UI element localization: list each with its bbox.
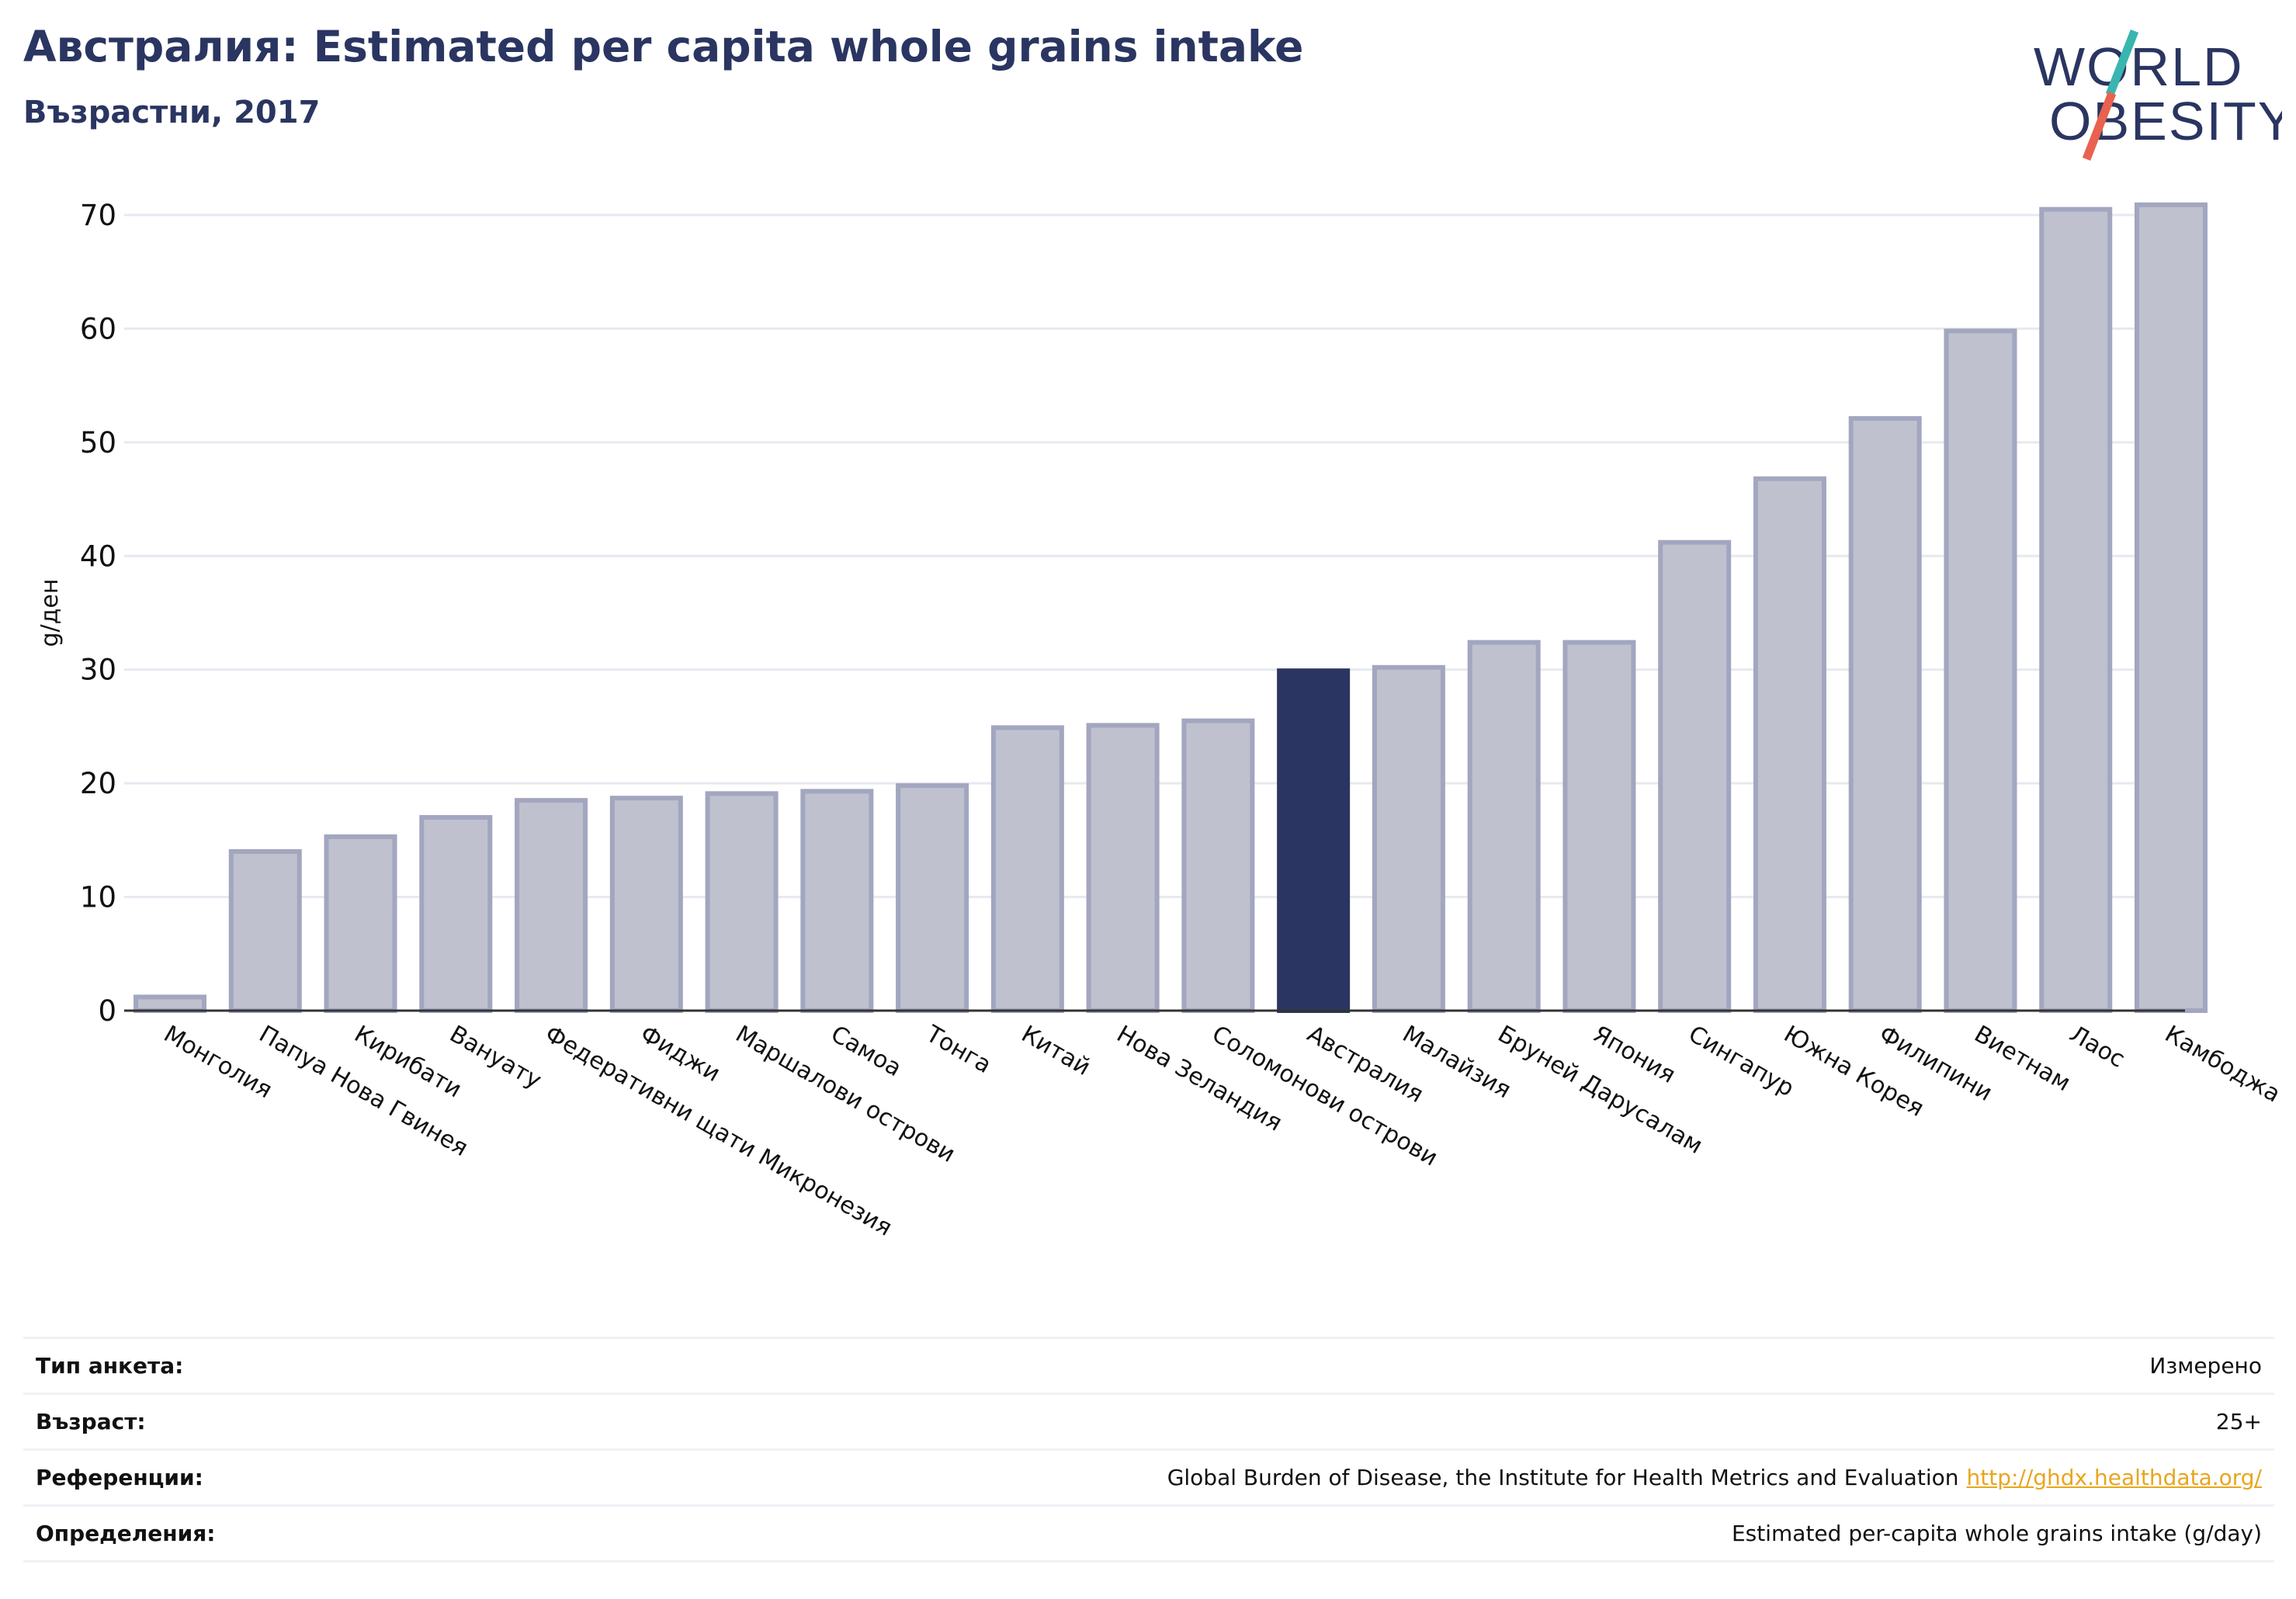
bar — [1848, 416, 1922, 1013]
info-label: Определения: — [36, 1521, 216, 1546]
info-table: Тип анкета: Измерено Възраст: 25+ Рефере… — [23, 1337, 2274, 1563]
bar — [1944, 328, 2017, 1014]
x-tick-label: Камбоджа — [2160, 1021, 2285, 1108]
info-label: Възраст: — [36, 1409, 146, 1434]
y-tick-label: 30 — [80, 654, 116, 687]
bar — [2039, 206, 2113, 1013]
bar — [1658, 539, 1732, 1013]
bar — [1753, 476, 1826, 1013]
logo-slash-teal — [2105, 29, 2139, 96]
y-tick-label: 70 — [80, 199, 116, 232]
bar — [2135, 202, 2208, 1014]
info-value: Estimated per-capita whole grains intake… — [1731, 1521, 2262, 1546]
y-tick-label: 40 — [80, 539, 116, 573]
logo-text-obesity: OBESITY — [2049, 91, 2282, 151]
y-tick-label: 20 — [80, 767, 116, 800]
x-tick-label: Тонга — [921, 1020, 996, 1079]
info-row-definitions: Определения: Estimated per-capita whole … — [23, 1507, 2274, 1563]
bar — [1086, 723, 1160, 1013]
info-row-references: Референции: Global Burden of Disease, th… — [23, 1451, 2274, 1507]
bar — [1372, 664, 1445, 1013]
logo-slash-red — [2082, 92, 2117, 161]
info-label: Референции: — [36, 1465, 203, 1490]
bar — [515, 798, 588, 1014]
bar — [134, 994, 206, 1014]
bar — [1277, 668, 1351, 1014]
bar — [1467, 640, 1541, 1013]
logo-text-world: WORLD — [2034, 36, 2244, 97]
bar — [1181, 718, 1255, 1013]
bar — [419, 815, 493, 1013]
info-label: Тип анкета: — [36, 1353, 184, 1379]
info-value: Измерено — [2149, 1353, 2262, 1379]
bar — [324, 834, 397, 1013]
x-tick-label: Китай — [1017, 1021, 1095, 1081]
info-row-age: Възраст: 25+ — [23, 1395, 2274, 1451]
x-tick-label: Самоа — [826, 1021, 906, 1083]
x-tick-label: Лаос — [2065, 1021, 2129, 1074]
bar — [1562, 640, 1636, 1013]
chart-subtitle: Възрастни, 2017 — [23, 95, 321, 130]
bar — [609, 796, 683, 1014]
bar — [800, 789, 874, 1014]
reference-text: Global Burden of Disease, the Institute … — [1167, 1465, 1959, 1490]
info-row-survey-type: Тип анкета: Измерено — [23, 1339, 2274, 1395]
chart-title: Австралия: Estimated per capita whole gr… — [23, 22, 1304, 71]
info-value-references: Global Burden of Disease, the Institute … — [1167, 1465, 2262, 1490]
bar — [228, 849, 302, 1013]
y-tick-label: 10 — [80, 881, 116, 914]
y-axis-label: g/ден — [36, 579, 64, 647]
y-tick-label: 0 — [98, 994, 116, 1028]
y-tick-label: 60 — [80, 312, 116, 345]
bar — [705, 791, 779, 1013]
bar — [896, 783, 969, 1013]
bar — [990, 725, 1064, 1014]
x-tick-label: Сингапур — [1684, 1021, 1798, 1103]
x-tick-label: Нова Зеландия — [1112, 1021, 1287, 1137]
world-obesity-logo: WORLD OBESITY — [2034, 29, 2282, 161]
y-tick-label: 50 — [80, 426, 116, 460]
x-tick-label: Монголия — [159, 1021, 276, 1105]
info-value: 25+ — [2215, 1409, 2262, 1434]
bars — [134, 202, 2208, 1014]
reference-link[interactable]: http://ghdx.healthdata.org/ — [1966, 1465, 2262, 1490]
